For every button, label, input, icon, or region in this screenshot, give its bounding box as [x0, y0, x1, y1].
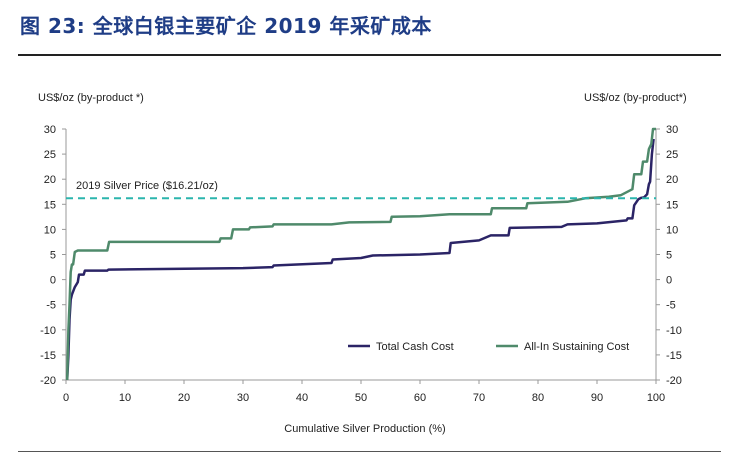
right-y-tick-label: -10 [666, 325, 682, 337]
x-axis-label: Cumulative Silver Production (%) [284, 423, 445, 435]
right-y-tick-label: 10 [666, 224, 678, 236]
left-y-tick-label: 30 [44, 124, 56, 136]
x-tick-label: 10 [119, 392, 131, 404]
x-tick-label: 0 [63, 392, 69, 404]
left-y-tick-label: -20 [40, 375, 56, 387]
x-tick-label: 80 [532, 392, 544, 404]
left-axis-label: US$/oz (by-product *) [38, 92, 144, 104]
left-y-tick-label: 25 [44, 149, 56, 161]
all-in-sustaining-cost-line [65, 127, 656, 381]
left-y-tick-label: 5 [50, 250, 56, 262]
right-y-tick-label: 5 [666, 250, 672, 262]
legend-label-total-cash-cost: Total Cash Cost [376, 341, 454, 353]
right-y-tick-label: 25 [666, 149, 678, 161]
silver-price-label: 2019 Silver Price ($16.21/oz) [76, 180, 218, 192]
legend-label-all-in-sustaining-cost: All-In Sustaining Cost [524, 341, 629, 353]
left-y-tick-label: 15 [44, 199, 56, 211]
right-y-tick-label: 20 [666, 174, 678, 186]
x-tick-label: 90 [591, 392, 603, 404]
total-cash-cost-line [65, 138, 655, 381]
bottom-rule [18, 451, 721, 452]
right-y-tick-label: 30 [666, 124, 678, 136]
left-y-tick-label: 20 [44, 174, 56, 186]
x-tick-label: 20 [178, 392, 190, 404]
left-y-tick-label: 0 [50, 275, 56, 287]
right-y-tick-label: -20 [666, 375, 682, 387]
x-tick-label: 100 [647, 392, 665, 404]
x-tick-label: 30 [237, 392, 249, 404]
x-tick-label: 60 [414, 392, 426, 404]
x-tick-label: 50 [355, 392, 367, 404]
left-y-tick-label: -5 [46, 300, 56, 312]
figure-title: 图 23: 全球白银主要矿企 2019 年采矿成本 [20, 14, 432, 38]
right-y-tick-label: -5 [666, 300, 676, 312]
x-tick-label: 40 [296, 392, 308, 404]
right-y-tick-label: 0 [666, 275, 672, 287]
left-y-tick-label: -15 [40, 350, 56, 362]
right-y-tick-label: 15 [666, 199, 678, 211]
right-y-tick-label: -15 [666, 350, 682, 362]
left-y-tick-label: -10 [40, 325, 56, 337]
top-rule [18, 54, 721, 56]
right-axis-label: US$/oz (by-product*) [584, 92, 687, 104]
left-y-tick-label: 10 [44, 224, 56, 236]
x-tick-label: 70 [473, 392, 485, 404]
